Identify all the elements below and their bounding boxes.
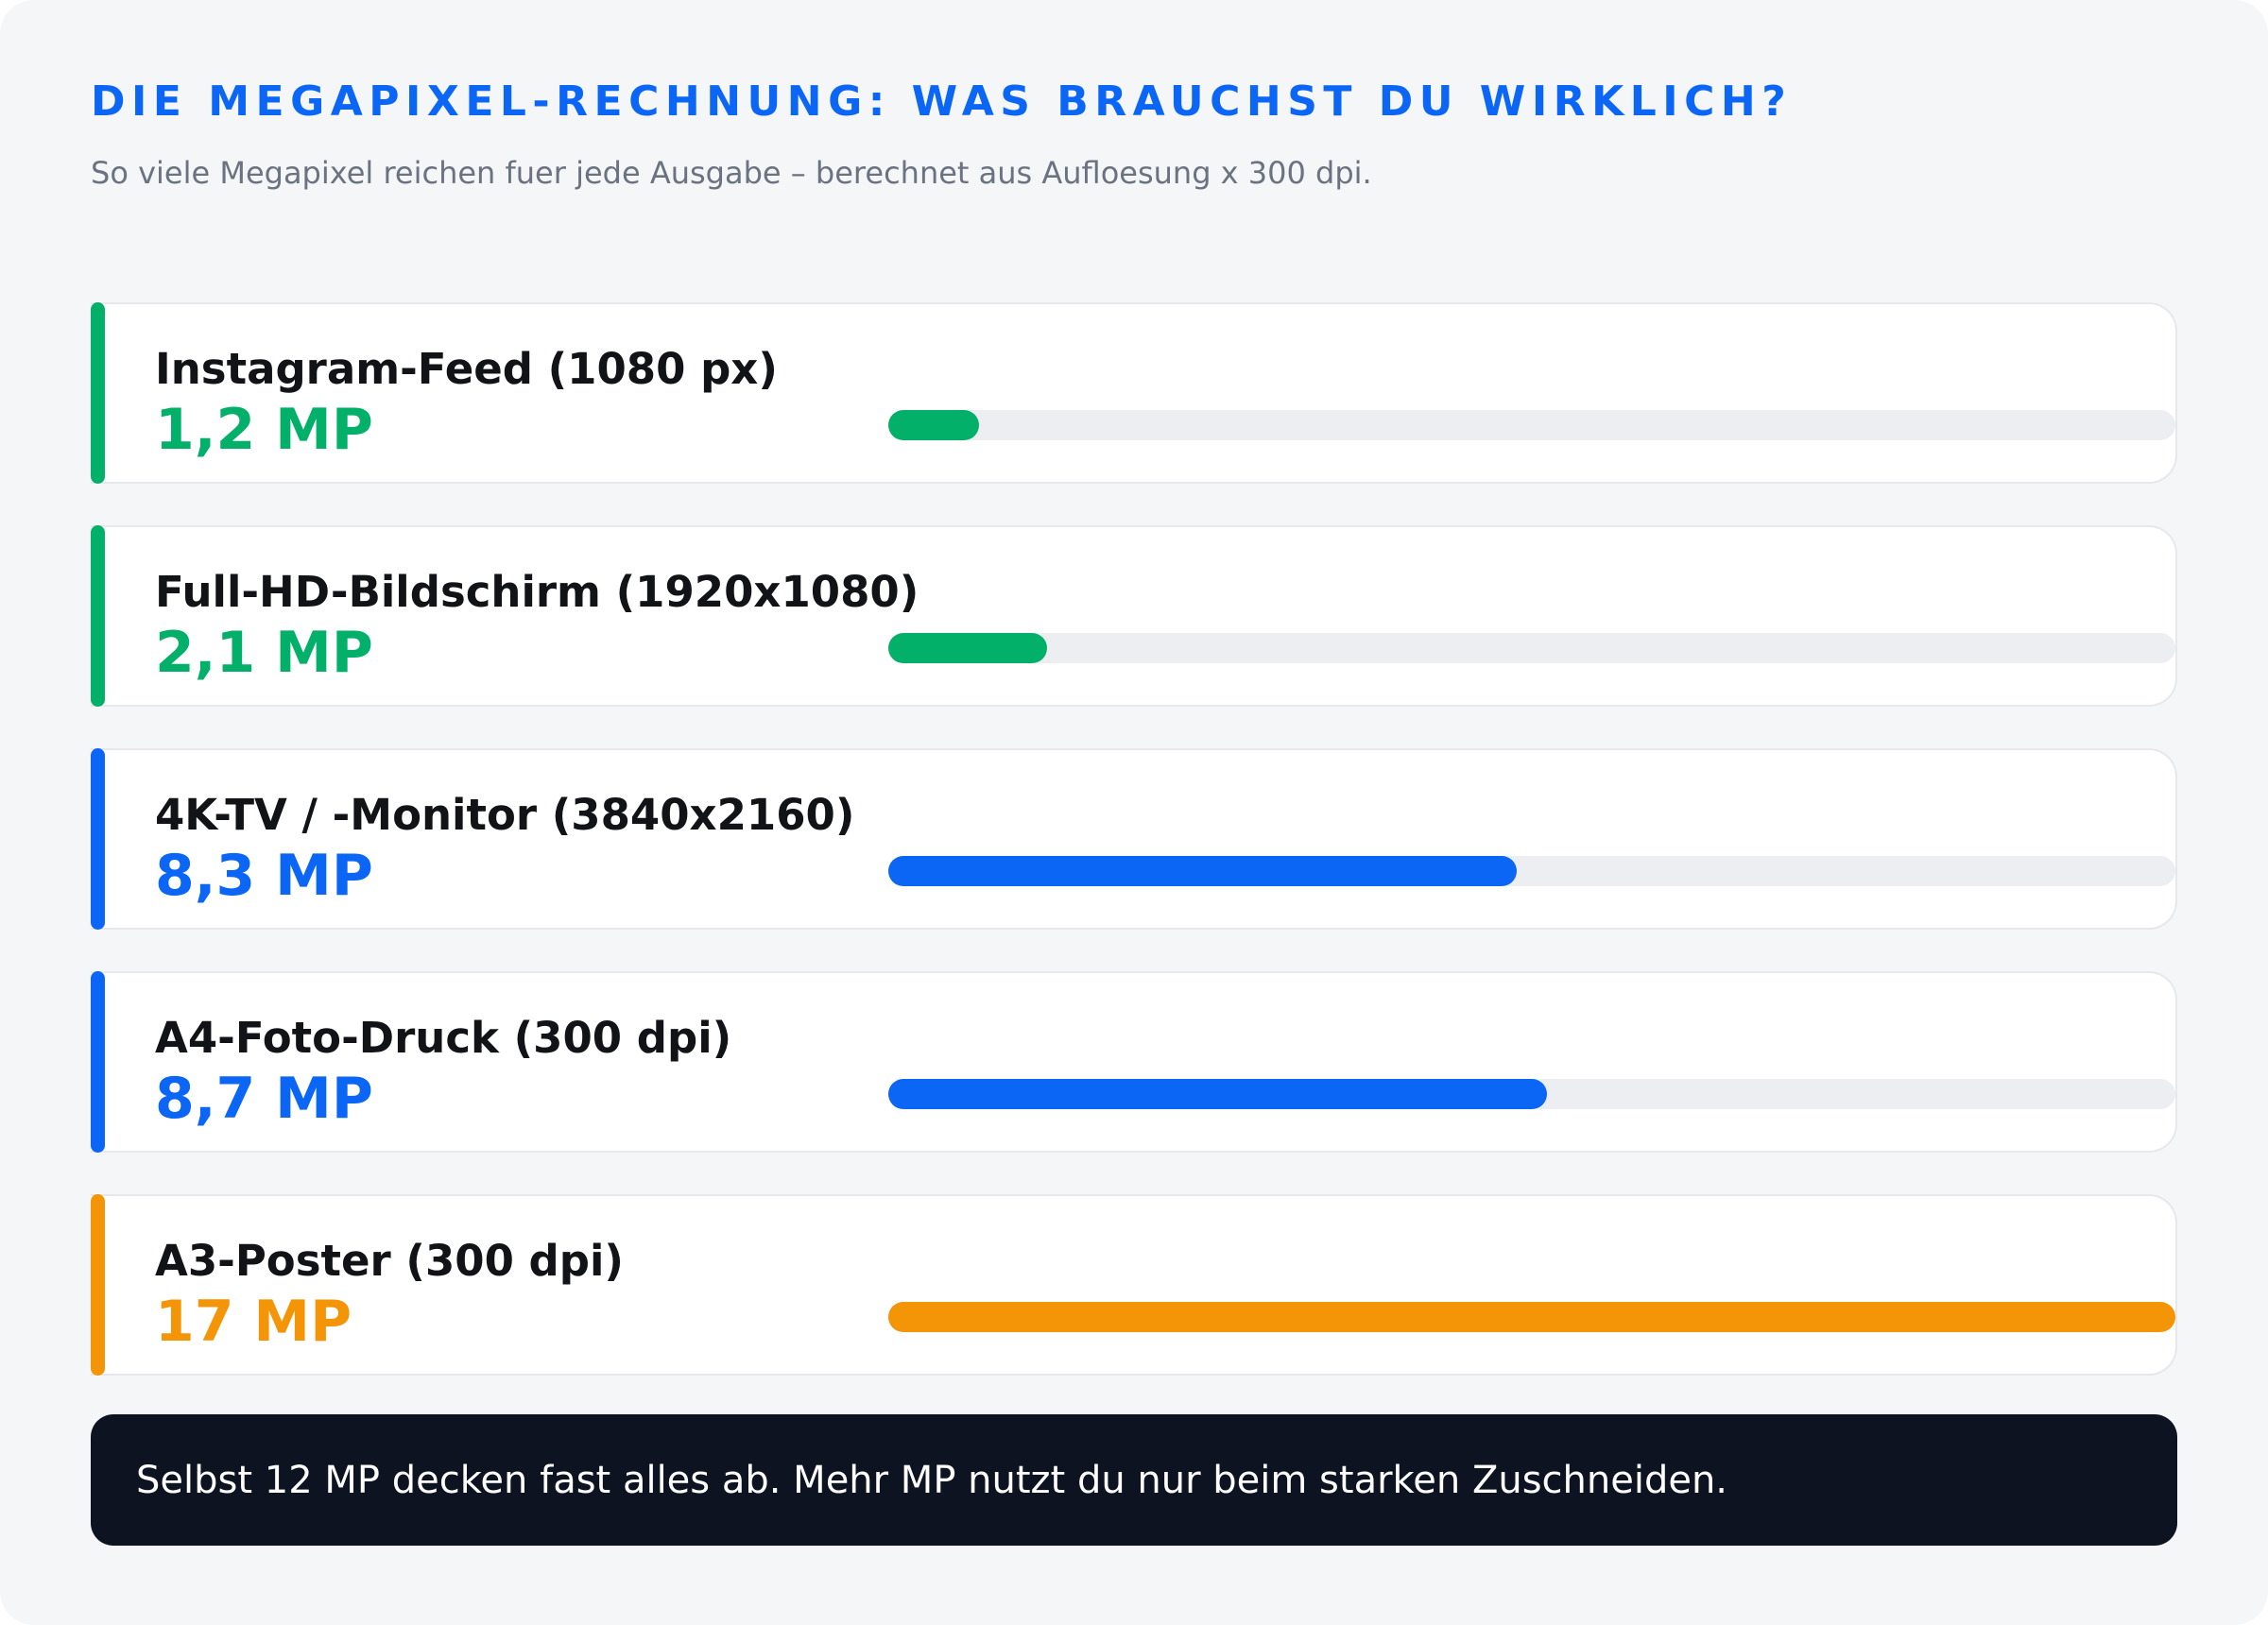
bar-track: [888, 856, 2175, 886]
chart-row: A3-Poster (300 dpi) 17 MP: [91, 1194, 2177, 1376]
bar: [888, 1302, 2175, 1332]
category-label: Instagram-Feed (1080 px): [155, 344, 778, 394]
page-subtitle: So viele Megapixel reichen fuer jede Aus…: [91, 155, 1372, 191]
row-accent-stripe: [91, 525, 105, 707]
chart-row: Full-HD-Bildschirm (1920x1080) 2,1 MP: [91, 525, 2177, 707]
bar-track: [888, 633, 2175, 663]
category-label: A4-Foto-Druck (300 dpi): [155, 1013, 732, 1063]
category-label: Full-HD-Bildschirm (1920x1080): [155, 567, 919, 617]
row-accent-stripe: [91, 1194, 105, 1376]
bar-track: [888, 410, 2175, 440]
value-label: 1,2 MP: [155, 397, 373, 463]
bar: [888, 856, 1517, 886]
page-title: DIE MEGAPIXEL-RECHNUNG: WAS BRAUCHST DU …: [91, 77, 1793, 126]
bar: [888, 633, 1047, 663]
value-label: 8,7 MP: [155, 1066, 373, 1132]
value-label: 8,3 MP: [155, 843, 373, 909]
value-label: 17 MP: [155, 1289, 352, 1355]
bar-track: [888, 1079, 2175, 1109]
row-accent-stripe: [91, 748, 105, 930]
chart-row: 4K-TV / -Monitor (3840x2160) 8,3 MP: [91, 748, 2177, 930]
summary-note-text: Selbst 12 MP decken fast alles ab. Mehr …: [136, 1459, 1728, 1502]
category-label: A3-Poster (300 dpi): [155, 1236, 624, 1286]
bar: [888, 410, 979, 440]
summary-note: Selbst 12 MP decken fast alles ab. Mehr …: [91, 1414, 2177, 1546]
bar: [888, 1079, 1547, 1109]
row-accent-stripe: [91, 971, 105, 1153]
value-label: 2,1 MP: [155, 620, 373, 686]
chart-row: Instagram-Feed (1080 px) 1,2 MP: [91, 302, 2177, 484]
category-label: 4K-TV / -Monitor (3840x2160): [155, 790, 855, 840]
chart-row: A4-Foto-Druck (300 dpi) 8,7 MP: [91, 971, 2177, 1153]
row-accent-stripe: [91, 302, 105, 484]
bar-track: [888, 1302, 2175, 1332]
bar-chart: Instagram-Feed (1080 px) 1,2 MP Full-HD-Bi…: [91, 302, 2177, 1417]
